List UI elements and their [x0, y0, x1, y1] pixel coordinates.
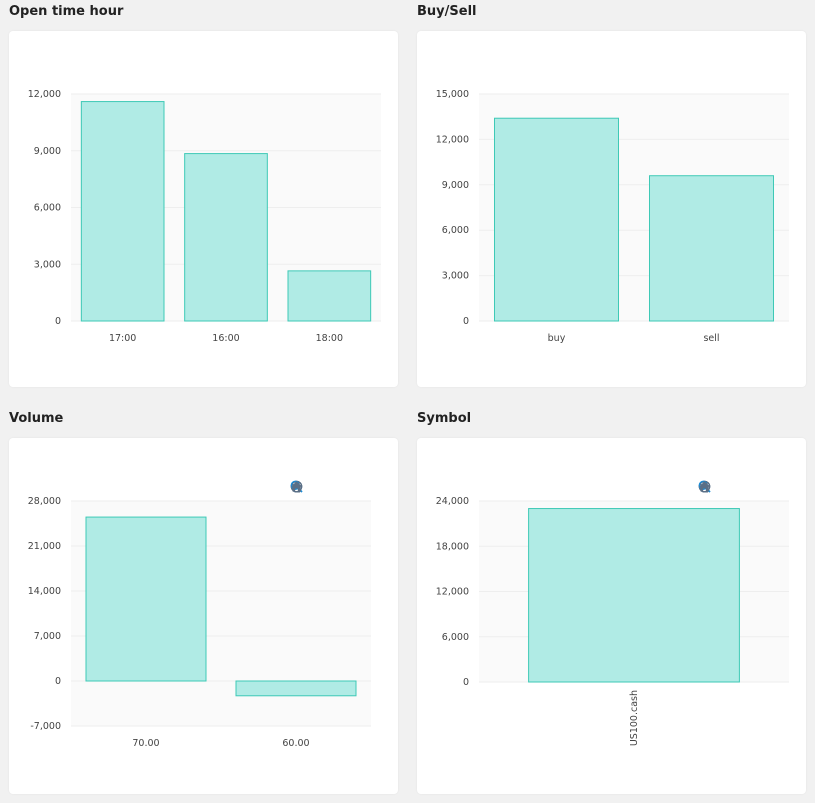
symbol-y-tick-label: 6,000: [442, 632, 469, 643]
open-time-hour-y-tick-label: 12,000: [28, 89, 61, 100]
pan-hand-icon[interactable]: [292, 480, 355, 494]
buy-sell-chart: 15,000 12,000 9,000 6,000 3,000 0 buy sell: [436, 89, 789, 344]
open-time-hour-y-tick-label: 3,000: [34, 259, 61, 270]
buy-sell-y-tick-label: 12,000: [436, 134, 469, 145]
volume-bar[interactable]: [235, 680, 357, 697]
symbol-y-tick-label: 18,000: [436, 541, 469, 552]
symbol-chart-toolbar: [698, 480, 780, 494]
volume-y-tick-label: 21,000: [28, 541, 61, 552]
volume-chart: 28,000 21,000 14,000 7,000 0 -7,000 70.00 60.00: [28, 496, 371, 749]
volume-y-tick-label: 28,000: [28, 496, 61, 507]
open-time-hour-x-tick-label: 16:00: [212, 333, 239, 344]
panel-title-open-time-hour: Open time hour: [9, 4, 124, 19]
chart-card-buy-sell: 15,000 12,000 9,000 6,000 3,000 0 buy sell: [417, 31, 806, 387]
buy-sell-y-tick-label: 6,000: [442, 225, 469, 236]
panel-title-volume: Volume: [9, 411, 64, 426]
volume-chart-toolbar: [290, 480, 372, 494]
symbol-y-tick-label: 24,000: [436, 496, 469, 507]
open-time-hour-y-tick-label: 0: [55, 316, 61, 327]
symbol-x-tick-label: US100.cash: [629, 690, 640, 746]
open-time-hour-x-tick-label: 18:00: [316, 333, 343, 344]
chart-card-symbol: 24,000 18,000 12,000 6,000 0 US100.cash: [417, 438, 806, 794]
symbol-bar[interactable]: [528, 508, 740, 683]
buy-sell-y-tick-label: 15,000: [436, 89, 469, 100]
buy-sell-y-tick-label: 0: [463, 316, 469, 327]
chart-card-open-time-hour: 12,000 9,000 6,000 3,000 0 17:00 16:00 18:00: [9, 31, 398, 387]
volume-x-tick-label: 70.00: [132, 738, 159, 749]
symbol-y-tick-label: 12,000: [436, 587, 469, 598]
volume-y-tick-label: 14,000: [28, 586, 61, 597]
open-time-hour-bar[interactable]: [184, 153, 268, 322]
zoom-select-icon[interactable]: [290, 480, 338, 494]
open-time-hour-y-tick-label: 6,000: [34, 203, 61, 214]
open-time-hour-bar[interactable]: [287, 270, 372, 322]
panel-title-buy-sell: Buy/Sell: [417, 4, 477, 19]
symbol-chart: 24,000 18,000 12,000 6,000 0 US100.cash: [436, 496, 789, 746]
volume-y-tick-label: 7,000: [34, 631, 61, 642]
buy-sell-x-tick-label: sell: [703, 333, 719, 344]
volume-y-tick-label: -7,000: [30, 721, 61, 732]
reset-home-icon[interactable]: [699, 480, 780, 494]
reset-home-icon[interactable]: [291, 480, 372, 494]
zoom-out-icon[interactable]: [698, 480, 729, 494]
open-time-hour-bar[interactable]: [80, 101, 165, 322]
volume-bar[interactable]: [85, 516, 207, 682]
volume-x-tick-label: 60.00: [282, 738, 309, 749]
zoom-out-icon[interactable]: [290, 480, 321, 494]
buy-sell-y-tick-label: 3,000: [442, 271, 469, 282]
symbol-y-tick-label: 0: [463, 677, 469, 688]
chart-card-volume: 28,000 21,000 14,000 7,000 0 -7,000 70.00 60.00: [9, 438, 398, 794]
volume-y-tick-label: 0: [55, 676, 61, 687]
buy-sell-bar[interactable]: [494, 117, 619, 322]
buy-sell-y-tick-label: 9,000: [442, 180, 469, 191]
zoom-select-icon[interactable]: [698, 480, 746, 494]
buy-sell-x-tick-label: buy: [548, 333, 566, 344]
open-time-hour-x-tick-label: 17:00: [109, 333, 136, 344]
panel-title-symbol: Symbol: [417, 411, 472, 426]
open-time-hour-chart: 12,000 9,000 6,000 3,000 0 17:00 16:00 18:00: [28, 89, 381, 344]
buy-sell-bar[interactable]: [649, 175, 774, 322]
open-time-hour-y-tick-label: 9,000: [34, 146, 61, 157]
pan-hand-icon[interactable]: [700, 480, 763, 494]
